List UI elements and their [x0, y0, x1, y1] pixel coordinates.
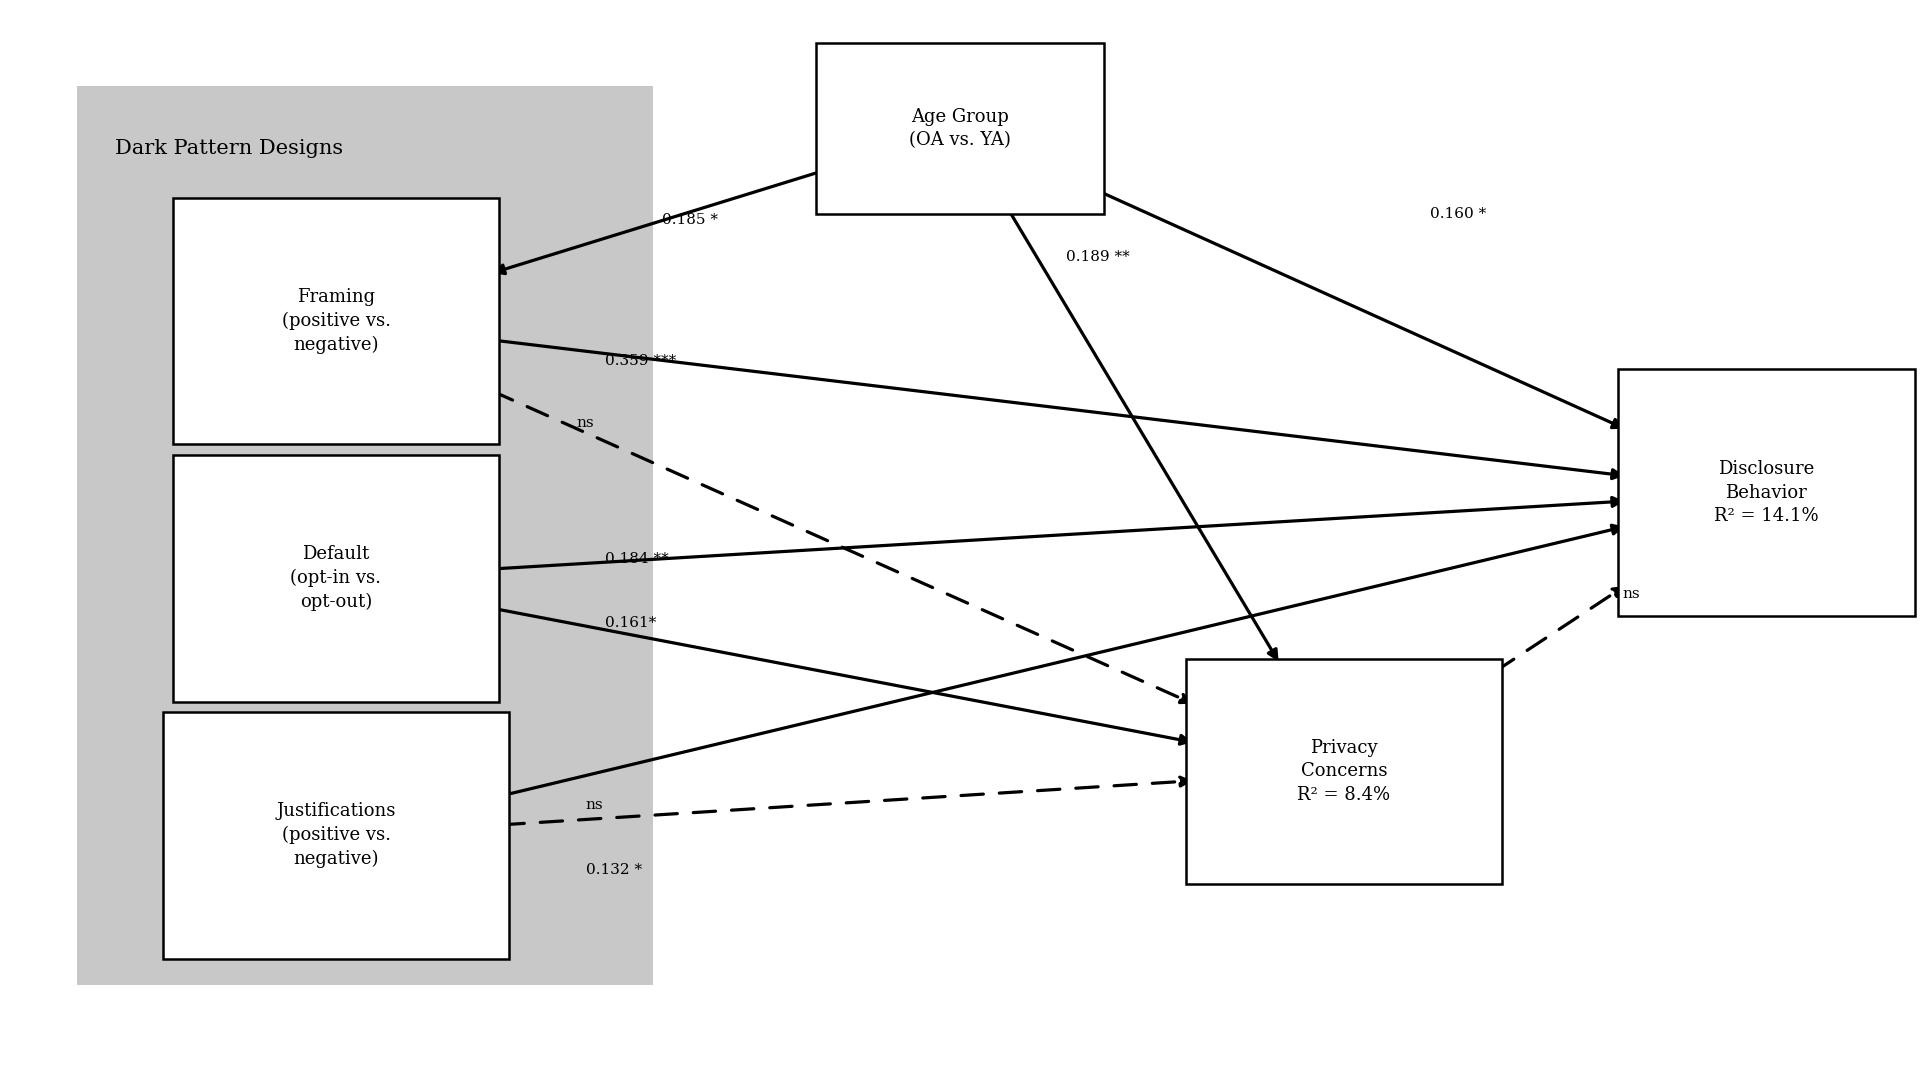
FancyBboxPatch shape [816, 43, 1104, 214]
Text: Justifications
(positive vs.
negative): Justifications (positive vs. negative) [276, 802, 396, 869]
FancyBboxPatch shape [77, 86, 653, 985]
FancyArrowPatch shape [492, 340, 1620, 479]
Text: ns: ns [586, 798, 603, 813]
FancyArrowPatch shape [492, 497, 1620, 569]
Text: 0.161*: 0.161* [605, 616, 657, 631]
FancyArrowPatch shape [492, 608, 1188, 744]
FancyBboxPatch shape [173, 455, 499, 702]
Text: Default
(opt-in vs.
opt-out): Default (opt-in vs. opt-out) [290, 545, 382, 612]
FancyArrowPatch shape [1010, 211, 1277, 659]
Text: Privacy
Concerns
R² = 8.4%: Privacy Concerns R² = 8.4% [1298, 739, 1390, 803]
FancyArrowPatch shape [492, 391, 1188, 703]
Text: Age Group
(OA vs. YA): Age Group (OA vs. YA) [908, 108, 1012, 149]
Text: 0.185 *: 0.185 * [662, 212, 718, 227]
FancyBboxPatch shape [1185, 659, 1501, 884]
Text: Disclosure
Behavior
R² = 14.1%: Disclosure Behavior R² = 14.1% [1715, 461, 1818, 525]
FancyArrowPatch shape [1096, 191, 1620, 427]
Text: Framing
(positive vs.
negative): Framing (positive vs. negative) [282, 288, 390, 355]
Text: Dark Pattern Designs: Dark Pattern Designs [115, 139, 344, 159]
FancyArrowPatch shape [495, 171, 824, 273]
Text: 0.160 *: 0.160 * [1430, 207, 1486, 222]
FancyBboxPatch shape [163, 712, 509, 959]
Text: ns: ns [1622, 587, 1640, 602]
FancyArrowPatch shape [501, 525, 1620, 796]
Text: ns: ns [576, 416, 593, 431]
FancyArrowPatch shape [501, 778, 1188, 825]
Text: 0.359 ***: 0.359 *** [605, 353, 676, 368]
FancyBboxPatch shape [173, 198, 499, 444]
Text: 0.189 **: 0.189 ** [1066, 250, 1129, 265]
Text: 0.184 **: 0.184 ** [605, 552, 668, 567]
Text: 0.132 *: 0.132 * [586, 862, 641, 877]
FancyBboxPatch shape [1617, 369, 1916, 616]
FancyArrowPatch shape [1496, 588, 1622, 672]
